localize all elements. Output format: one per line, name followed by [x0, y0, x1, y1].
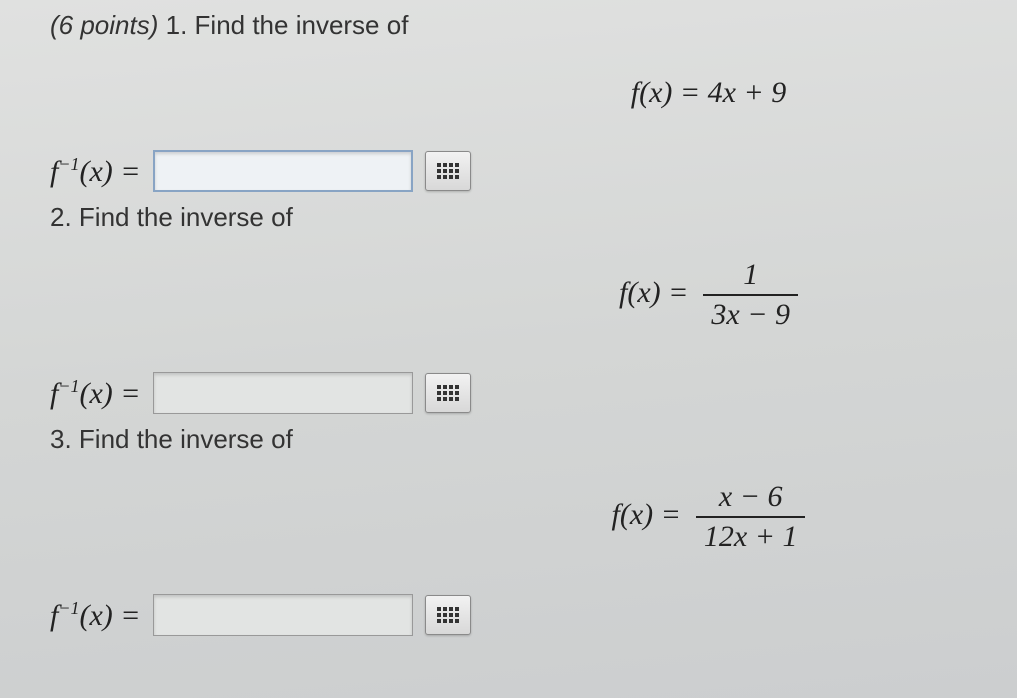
keypad-button[interactable]	[425, 151, 471, 191]
page-header: (6 points) 1. Find the inverse of	[50, 10, 967, 41]
worksheet-page: (6 points) 1. Find the inverse of f(x) =…	[0, 0, 1017, 698]
q1-answer-input[interactable]	[153, 150, 413, 192]
q1-prompt: 1. Find the inverse of	[166, 10, 409, 40]
q3-answer-label: f−1(x) =	[50, 598, 141, 633]
keypad-button[interactable]	[425, 373, 471, 413]
q1-answer-label: f−1(x) =	[50, 154, 141, 189]
q2-fraction: 1 3x − 9	[703, 258, 798, 332]
q2-answer-input[interactable]	[153, 372, 413, 414]
keypad-icon	[437, 385, 459, 401]
q1-equation: f(x) = 4x + 9	[50, 76, 967, 110]
points-label: (6 points)	[50, 10, 158, 40]
q2-answer-label: f−1(x) =	[50, 376, 141, 411]
q2-answer-row: f−1(x) =	[50, 372, 967, 414]
q3-prompt: 3. Find the inverse of	[50, 424, 967, 455]
question-3: f(x) = x − 6 12x + 1 f−1(x) =	[50, 480, 967, 636]
q3-fraction: x − 6 12x + 1	[696, 480, 806, 554]
keypad-icon	[437, 607, 459, 623]
q3-answer-row: f−1(x) =	[50, 594, 967, 636]
question-1: f(x) = 4x + 9 f−1(x) = 2. Find the inver…	[50, 76, 967, 233]
keypad-icon	[437, 163, 459, 179]
question-2: f(x) = 1 3x − 9 f−1(x) = 3. Find the inv…	[50, 258, 967, 455]
q2-prompt: 2. Find the inverse of	[50, 202, 967, 233]
q3-equation: f(x) = x − 6 12x + 1	[50, 480, 967, 554]
q1-answer-row: f−1(x) =	[50, 150, 967, 192]
q3-answer-input[interactable]	[153, 594, 413, 636]
q2-equation: f(x) = 1 3x − 9	[50, 258, 967, 332]
keypad-button[interactable]	[425, 595, 471, 635]
